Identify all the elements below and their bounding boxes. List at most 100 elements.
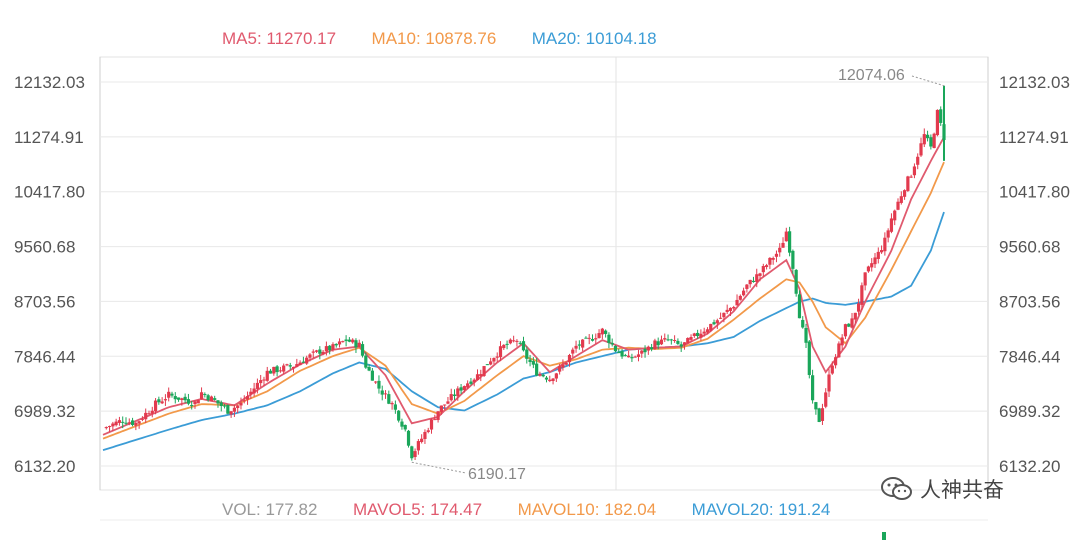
candle-body — [410, 446, 414, 459]
legend-ma5[interactable]: MA5: 11270.17 — [222, 29, 337, 48]
y-tick-right-label: 8703.56 — [999, 292, 1060, 311]
y-tick-right-label: 6132.20 — [999, 457, 1060, 476]
candle-body — [837, 343, 841, 358]
candle-body — [682, 342, 687, 345]
candle-body — [367, 367, 371, 371]
legend-mavol10[interactable]: MAVOL10: 182.04 — [517, 500, 657, 519]
candle-body — [144, 412, 148, 420]
candle-body — [787, 231, 792, 253]
candle-body — [199, 392, 204, 399]
candle-body — [581, 339, 585, 348]
candle-body — [820, 408, 825, 421]
y-tick-left-label: 11274.91 — [14, 128, 84, 147]
candle-body — [268, 370, 273, 374]
candle-body — [344, 339, 348, 341]
candle-body — [170, 393, 174, 396]
candle-body — [216, 400, 220, 404]
candle-body — [912, 166, 917, 176]
candle-body — [160, 401, 164, 404]
candle-body — [564, 362, 568, 365]
candle-body — [567, 355, 572, 363]
candle-body — [449, 394, 453, 401]
candle-body — [932, 133, 936, 149]
candle-body — [259, 380, 263, 384]
candle-body — [696, 332, 700, 337]
candle-body — [807, 341, 811, 375]
ma5-path — [102, 136, 945, 436]
candle-body — [824, 392, 828, 407]
candle-body — [255, 382, 260, 389]
candle-body — [916, 156, 920, 165]
candle-body — [692, 333, 696, 337]
candle-body — [252, 388, 256, 394]
candle-body — [452, 394, 457, 396]
candle-body — [876, 251, 880, 259]
candle-body — [896, 201, 900, 210]
candle-body — [291, 366, 296, 369]
high-label: 12074.06 — [838, 67, 905, 84]
legend-mavol20[interactable]: MAVOL20: 191.24 — [691, 500, 831, 519]
candle-body — [853, 312, 857, 320]
y-tick-right-label: 7846.44 — [999, 347, 1060, 366]
candle-body — [459, 387, 463, 391]
candle-body — [620, 351, 624, 357]
candle-body — [121, 421, 125, 423]
candle-body — [833, 357, 838, 366]
candle-body — [183, 396, 187, 401]
candle-body — [666, 339, 670, 341]
candle-body — [929, 137, 933, 147]
watermark: 人神共奋 — [880, 474, 1004, 504]
candle-body — [778, 247, 782, 253]
candle-body — [784, 231, 788, 242]
candle-body — [794, 269, 798, 294]
candle-body — [226, 404, 230, 414]
ma10-line — [102, 161, 945, 440]
candle-body — [627, 355, 631, 358]
candle-body — [597, 333, 601, 339]
candle-body — [732, 306, 736, 309]
candle-body — [521, 341, 526, 351]
candle-body — [502, 344, 506, 349]
legend-vol[interactable]: VOL: 177.82 — [222, 500, 318, 519]
candle-body — [331, 344, 335, 350]
candle-body — [751, 280, 756, 283]
y-tick-left-label: 7846.44 — [14, 347, 75, 366]
legend-ma10[interactable]: MA10: 10878.76 — [371, 29, 497, 48]
candle-body — [676, 340, 680, 344]
candle-body — [508, 339, 512, 344]
candle-body — [209, 396, 214, 402]
candle-body — [728, 307, 733, 311]
candle-body — [656, 341, 660, 346]
candle-body — [420, 438, 424, 443]
candle-body — [705, 329, 710, 333]
candle-body — [866, 266, 871, 272]
candle-body — [213, 398, 217, 400]
candle-body — [561, 364, 565, 368]
candle-body — [249, 391, 253, 395]
candle-body — [804, 328, 808, 343]
candle-body — [318, 349, 322, 354]
candle-body — [650, 347, 654, 350]
candle-body — [613, 345, 618, 352]
candle-body — [397, 410, 401, 421]
candle-body — [337, 341, 342, 345]
legend-ma20[interactable]: MA20: 10104.18 — [531, 29, 657, 48]
candle-body — [354, 340, 358, 348]
y-tick-left-label: 8703.56 — [14, 292, 75, 311]
candle-body — [413, 451, 417, 458]
candle-body — [436, 411, 440, 420]
candle-body — [512, 340, 516, 342]
candle-body — [462, 386, 466, 391]
candle-body — [472, 379, 476, 383]
candle-body — [623, 355, 627, 357]
candle-body — [590, 338, 595, 341]
candle-body — [673, 339, 677, 341]
candle-body — [735, 299, 739, 306]
candle-body — [242, 400, 246, 402]
candle-body — [515, 340, 519, 342]
candle-body — [311, 351, 315, 353]
legend-mavol5[interactable]: MAVOL5: 174.47 — [352, 500, 483, 519]
candle-body — [229, 411, 233, 415]
candle-body — [262, 379, 266, 381]
y-tick-right-label: 11274.91 — [999, 128, 1069, 147]
